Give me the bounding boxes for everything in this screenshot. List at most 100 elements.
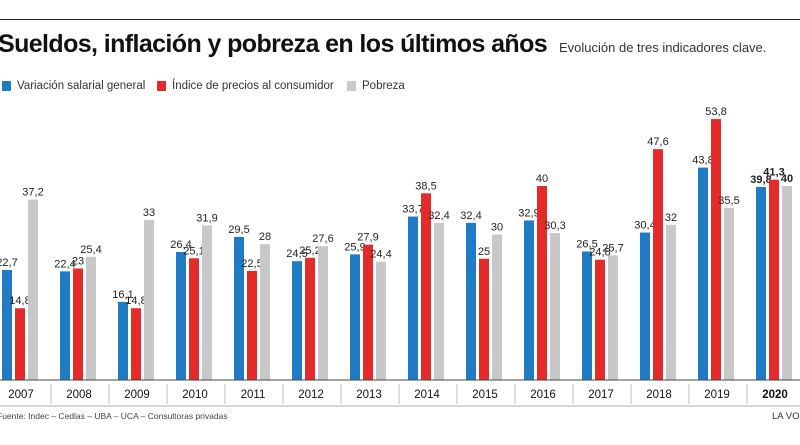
tick-label-2020: 2020	[762, 389, 788, 401]
tick-label-2018: 2018	[646, 389, 672, 401]
bar-2014-2	[434, 222, 444, 380]
data-label-2011-0: 29,5	[228, 224, 249, 236]
data-label-2008-2: 25,4	[80, 244, 101, 256]
data-label-2014-0: 33,7	[402, 204, 423, 216]
legend-item-salarios: Variación salarial general	[2, 80, 145, 92]
data-label-2011-2: 28	[259, 231, 271, 243]
bar-2007-1	[15, 308, 25, 380]
tick-label-2019: 2019	[704, 389, 730, 401]
bar-2008-1	[73, 268, 83, 380]
data-label-2017-1: 24,8	[589, 247, 610, 259]
bar-2008-0	[60, 271, 70, 380]
tick-label-2015: 2015	[472, 389, 498, 401]
bar-2019-2	[724, 207, 734, 380]
bar-2015-0	[466, 222, 476, 380]
data-label-2014-2: 32,4	[428, 210, 449, 222]
bar-2020-1	[769, 179, 779, 380]
data-label-2020-2: 40	[781, 173, 793, 185]
data-label-2009-0: 16,1	[112, 289, 133, 301]
data-label-2013-0: 25,9	[344, 241, 365, 253]
chart-title: Sueldos, inflación y pobreza en los últi…	[0, 30, 548, 58]
bar-2011-0	[234, 236, 244, 380]
data-label-2010-0: 26,4	[170, 239, 191, 251]
chart-subtitle: Evolución de tres indicadores clave.	[559, 40, 767, 55]
data-label-2016-0: 32,9	[518, 207, 539, 219]
source-note: Fuente: Indec – Cedlas – UBA – UCA – Con…	[0, 411, 228, 421]
bar-2016-1	[537, 186, 547, 380]
data-label-2007-2: 37,2	[22, 187, 43, 199]
data-label-2020-0: 39,8	[750, 174, 771, 186]
tick-label-2010: 2010	[182, 389, 208, 401]
bar-2013-0	[350, 254, 360, 380]
data-label-2013-1: 27,9	[357, 232, 378, 244]
bar-2012-2	[318, 246, 328, 380]
data-label-2012-0: 24,5	[286, 248, 307, 260]
bar-2012-1	[305, 257, 315, 380]
data-label-2010-2: 31,9	[196, 212, 217, 224]
bar-2019-1	[711, 119, 721, 380]
data-label-2017-2: 25,7	[602, 242, 623, 254]
bar-2013-2	[376, 261, 386, 380]
tick-label-2013: 2013	[356, 389, 382, 401]
tick-label-2008: 2008	[66, 389, 92, 401]
bar-2018-0	[640, 232, 650, 380]
bar-2011-1	[247, 270, 257, 380]
bar-2017-1	[595, 259, 605, 380]
bar-2017-0	[582, 251, 592, 380]
data-label-2018-2: 32	[665, 212, 677, 224]
bar-2010-0	[176, 251, 186, 380]
tick-label-2011: 2011	[241, 389, 266, 401]
bar-2009-0	[118, 301, 128, 380]
bar-2009-1	[131, 308, 141, 380]
tick-label-2009: 2009	[124, 389, 150, 401]
tick-label-2007: 2007	[8, 389, 34, 401]
bar-2020-0	[756, 186, 766, 380]
bar-2008-2	[86, 256, 96, 380]
data-label-2007-1: 14,8	[9, 295, 30, 307]
tick-label-2017: 2017	[588, 389, 614, 401]
tick-label-2014: 2014	[414, 389, 440, 401]
data-label-2016-1: 40	[536, 173, 548, 185]
data-label-2008-0: 22,4	[54, 258, 75, 270]
bar-2012-0	[292, 261, 302, 380]
tick-label-2016: 2016	[530, 389, 556, 401]
tick-label-2012: 2012	[298, 389, 324, 401]
legend-swatch	[2, 81, 11, 91]
bar-2019-0	[698, 167, 708, 380]
brand-label: LA VOZ	[772, 411, 800, 422]
bar-2017-2	[608, 255, 618, 380]
bar-2014-0	[408, 216, 418, 380]
bar-2007-0	[2, 269, 12, 380]
data-label-2015-0: 32,4	[460, 210, 481, 222]
data-label-2014-1: 38,5	[415, 180, 436, 192]
data-label-2020-1: 41,3	[763, 167, 784, 179]
bar-2016-2	[550, 233, 560, 380]
bar-2020-2	[782, 186, 792, 380]
data-label-2010-1: 25,1	[183, 245, 204, 257]
bar-2010-1	[189, 258, 199, 380]
bar-2013-1	[363, 244, 373, 380]
legend-swatch	[347, 81, 356, 91]
data-label-2018-0: 30,4	[634, 220, 655, 232]
data-label-2012-2: 27,6	[312, 233, 333, 245]
bar-2018-2	[666, 224, 676, 380]
bar-2015-2	[492, 234, 502, 380]
bar-2014-1	[421, 193, 431, 380]
legend-label: Índice de precios al consumidor	[172, 80, 334, 92]
data-label-2007-0: 22,7	[0, 257, 18, 269]
bar-2010-2	[202, 225, 212, 380]
data-label-2012-1: 25,2	[299, 245, 320, 257]
data-label-2019-2: 35,5	[718, 195, 739, 207]
data-label-2011-1: 22,5	[241, 258, 262, 270]
data-label-2018-1: 47,6	[647, 136, 668, 148]
legend-item-ipc: Índice de precios al consumidor	[157, 80, 334, 92]
data-label-2017-0: 26,5	[576, 238, 597, 250]
legend-swatch	[157, 81, 166, 91]
data-label-2008-1: 23	[72, 255, 84, 267]
bar-2011-2	[260, 244, 270, 380]
top-rule	[0, 19, 800, 20]
data-label-2009-2: 33	[143, 207, 155, 219]
data-label-2015-1: 25	[478, 246, 490, 258]
bar-2015-1	[479, 258, 489, 380]
